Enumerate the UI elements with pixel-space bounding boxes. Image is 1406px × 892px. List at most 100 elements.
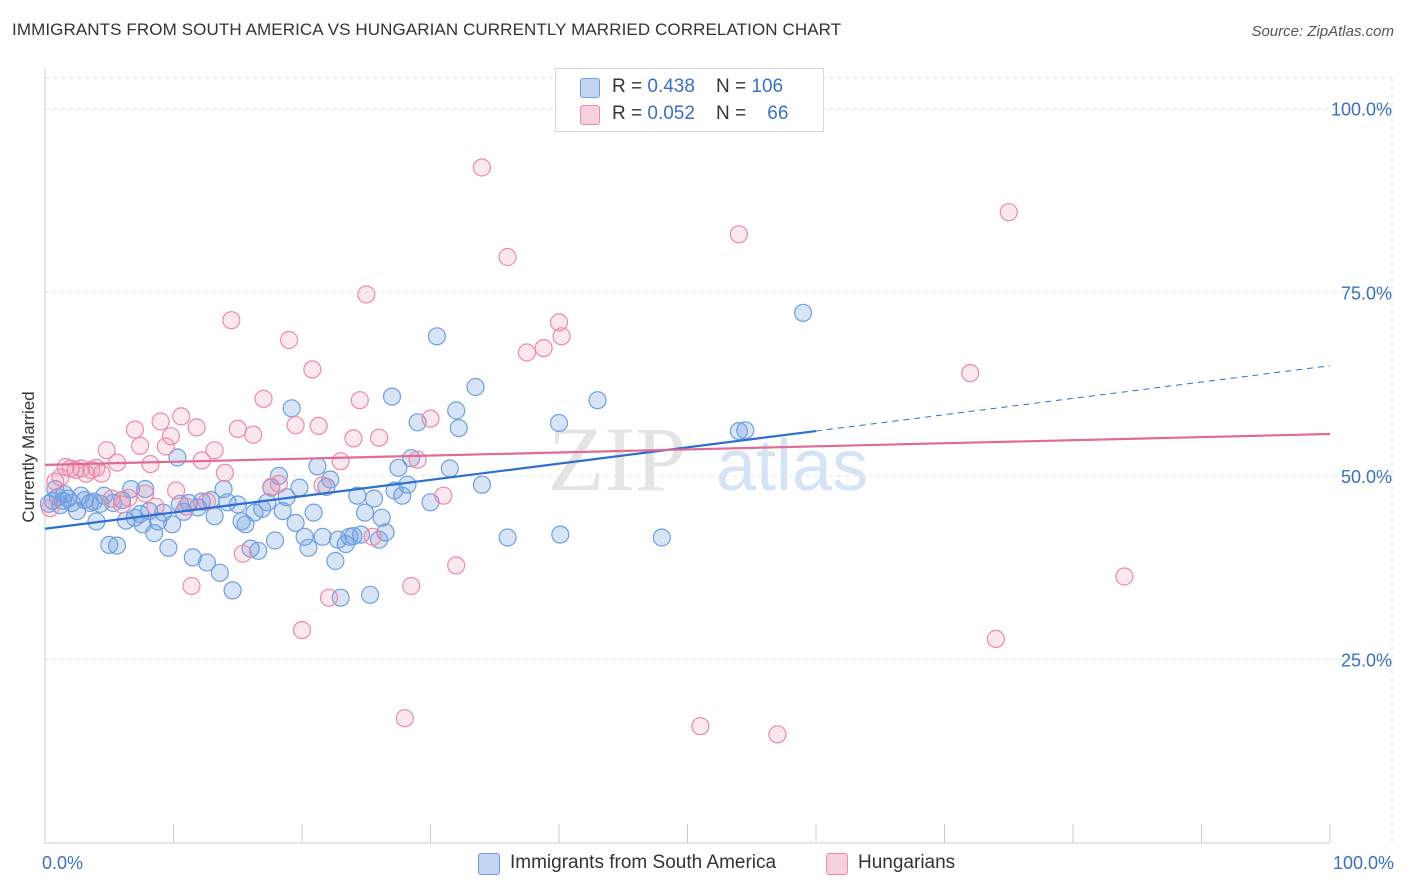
point-hungarians [40,499,60,518]
legend-n-value: 66 [767,103,789,124]
trend-line-hungarians [44,432,1331,466]
points-layer [39,158,1134,744]
point-hungarians [729,225,749,244]
point-hungarians [125,420,144,439]
point-hungarians [161,427,180,446]
point-south-america [551,525,570,544]
point-hungarians [408,450,427,469]
stats-legend: R = 0.438 N = 106 R = 0.052 N = 66 [555,68,824,132]
point-hungarians [136,484,155,503]
point-hungarians [357,285,376,304]
point-hungarians [112,495,132,514]
legend-r-value: 0.438 [647,76,695,97]
point-south-america [352,525,371,544]
bottom-legend-swatch-blue [478,853,500,875]
legend-n-label: N = [716,76,752,97]
point-south-america [389,458,408,477]
chart-title: IMMIGRANTS FROM SOUTH AMERICA VS HUNGARI… [12,20,842,39]
point-south-america [75,491,94,510]
point-south-america [304,503,323,522]
point-south-america [326,551,345,571]
point-hungarians [187,418,206,437]
point-hungarians [131,436,150,455]
label-layer: 25.0% 50.0% 75.0% 100.0% 0.0% 100.0% Currently… [19,100,1394,873]
bottom-legend-label: Hungarians [858,852,956,873]
point-hungarians [434,486,453,505]
x-tick-label-max: 100.0% [1333,853,1394,873]
point-hungarians [92,464,111,483]
point-hungarians [303,360,322,379]
x-tick-label-min: 0.0% [42,853,83,873]
watermark: ZIP atlas [548,408,868,510]
point-hungarians [141,455,160,474]
point-hungarians [395,709,414,728]
legend-n-value: 106 [751,76,784,97]
point-hungarians [146,497,165,516]
point-hungarians [319,588,339,607]
point-south-america [361,585,380,604]
point-hungarians [517,343,537,362]
point-south-america [736,421,755,440]
point-hungarians [1115,567,1134,586]
point-south-america [498,528,517,547]
point-south-america [549,413,569,433]
point-hungarians [498,247,517,267]
point-south-america [163,515,182,534]
point-hungarians [286,416,305,435]
point-hungarians [233,544,252,563]
point-south-america [466,377,485,397]
point-hungarians [280,330,299,350]
point-hungarians [961,364,980,383]
point-hungarians [344,429,363,448]
legend-r-value: 0.052 [647,103,695,124]
point-hungarians [986,629,1006,649]
point-south-america [249,541,268,560]
legend-r-label: R = [612,103,648,124]
point-south-america [793,303,813,322]
y-tick-label: 25.0% [1341,650,1392,670]
point-south-america [265,531,285,550]
point-south-america [133,515,152,534]
legend-swatch-blue [580,78,600,98]
trend-line-south-america-projection [815,365,1331,432]
point-south-america [100,535,119,555]
point-hungarians [472,158,491,177]
point-south-america [402,449,421,468]
point-south-america [449,419,468,438]
point-hungarians [119,488,138,507]
point-hungarians [313,476,332,495]
point-south-america [398,475,417,494]
point-hungarians [549,313,569,332]
point-south-america [210,563,229,582]
point-hungarians [534,339,553,358]
point-south-america [393,486,412,505]
bottom-legend-label: Immigrants from South America [510,852,777,873]
point-hungarians [309,416,328,435]
point-hungarians [363,527,382,546]
y-tick-label: 50.0% [1341,467,1392,487]
point-south-america [273,502,292,521]
point-hungarians [402,576,421,596]
point-south-america [652,528,671,547]
y-tick-label: 100.0% [1331,100,1392,120]
point-south-america [295,527,314,546]
point-south-america [286,513,305,533]
bottom-legend-swatch-pink [826,853,848,875]
point-south-america [355,503,375,522]
point-hungarians [182,576,201,596]
source-label: Source: ZipAtlas.com [1251,23,1394,40]
point-hungarians [215,463,234,482]
point-south-america [197,553,216,572]
y-axis-label: Currently Married [19,391,38,522]
point-south-america [159,538,178,557]
point-south-america [372,508,391,527]
point-south-america [588,391,607,410]
point-south-america [290,478,309,497]
point-south-america [136,480,155,499]
point-south-america [84,492,103,511]
point-hungarians [244,425,263,444]
point-hungarians [269,474,288,493]
point-hungarians [292,620,312,640]
point-south-america [440,459,459,478]
